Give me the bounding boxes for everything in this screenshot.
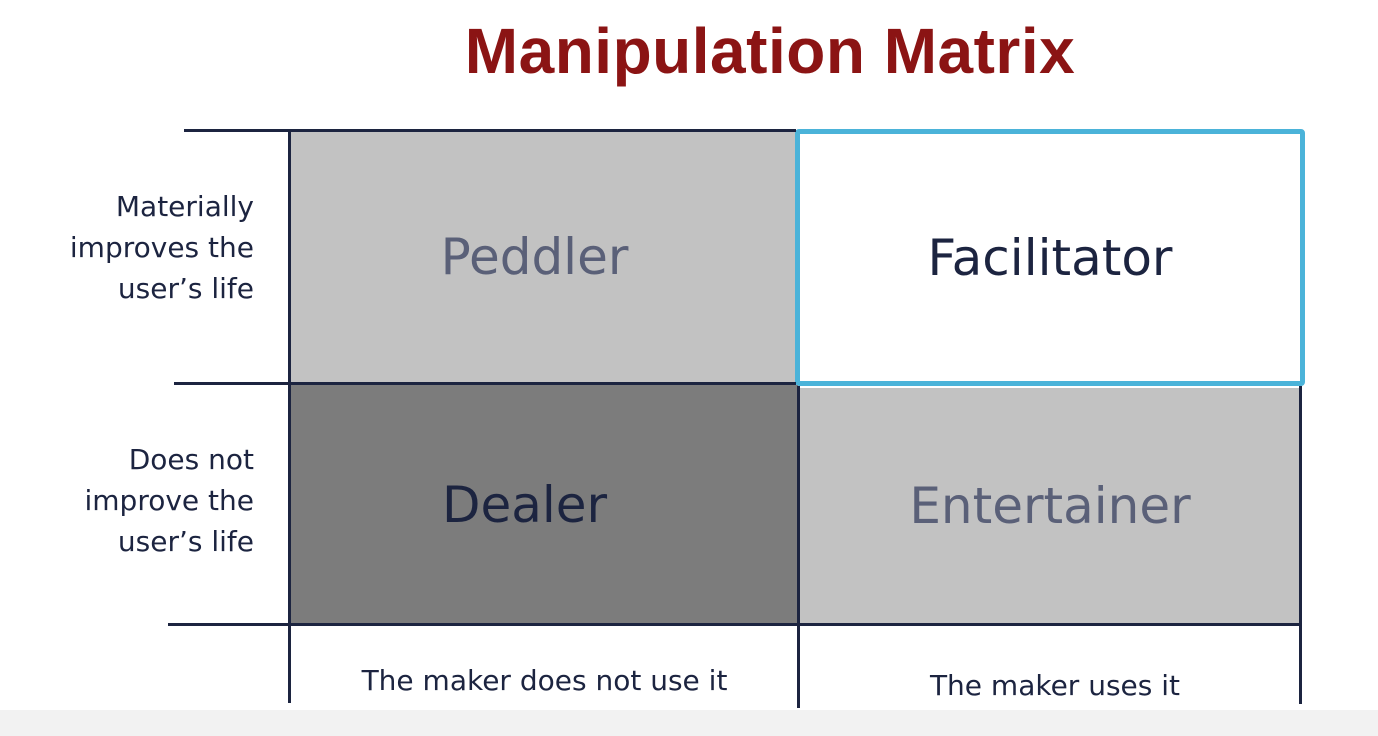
grid-line-left — [288, 129, 291, 703]
grid-line-center — [797, 386, 800, 708]
col-label-uses: The maker uses it — [929, 669, 1181, 702]
row-label-line: improve the — [84, 484, 254, 517]
grid-line-top — [184, 129, 796, 132]
row-label-line: improves the — [69, 231, 254, 264]
cell-entertainer: Entertainer — [800, 388, 1300, 624]
bottom-strip — [0, 710, 1378, 736]
row-label-not-improves: Does not improve the user’s life — [14, 439, 254, 562]
row-label-line: Materially — [115, 190, 254, 223]
col-label-not-use: The maker does not use it — [361, 664, 728, 697]
row-label-line: user’s life — [117, 525, 254, 558]
grid-line-right — [1299, 386, 1302, 704]
row-label-improves: Materially improves the user’s life — [14, 186, 254, 309]
cell-peddler: Peddler — [291, 131, 798, 383]
row-label-line: user’s life — [117, 272, 254, 305]
cell-dealer: Dealer — [291, 385, 798, 624]
grid-line-bottom — [168, 623, 1302, 626]
row-label-line: Does not — [128, 443, 254, 476]
grid-line-middle — [174, 382, 796, 385]
slide-title: Manipulation Matrix — [464, 15, 1076, 87]
cell-facilitator: Facilitator — [795, 129, 1305, 386]
